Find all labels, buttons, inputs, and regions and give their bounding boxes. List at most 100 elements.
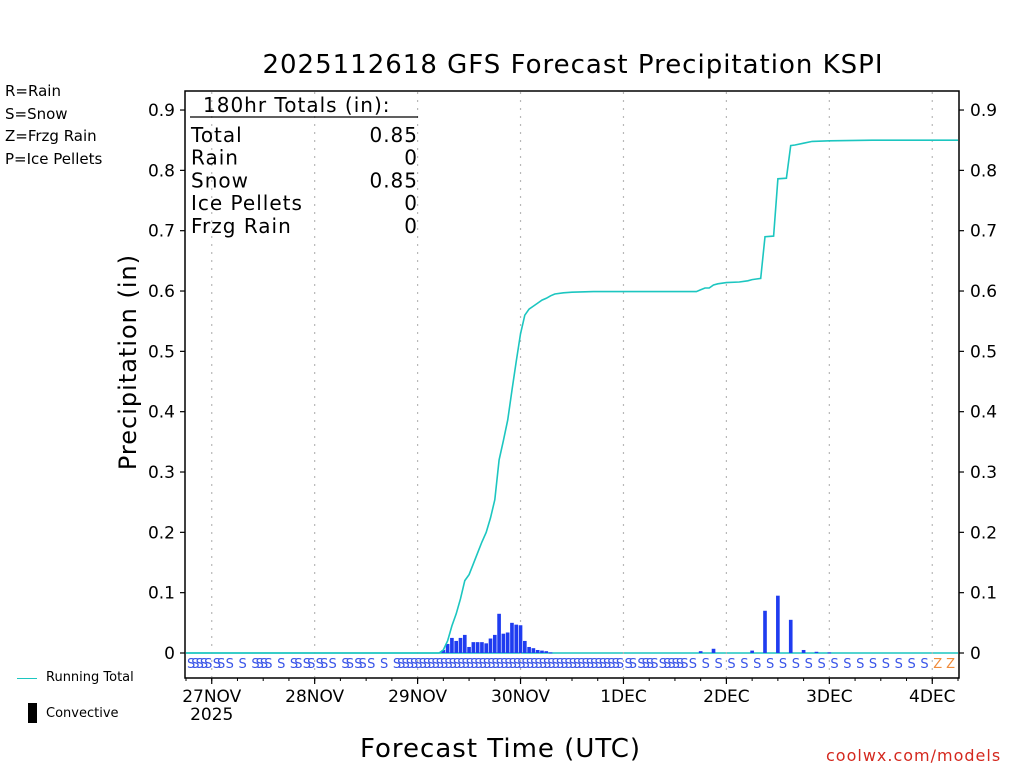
ptype-snow-marker: S	[624, 657, 632, 672]
ptype-snow-marker: S	[594, 657, 602, 672]
totals-row-value: 0	[404, 191, 418, 215]
precip-bar	[484, 643, 489, 653]
ptype-snow-marker: S	[556, 657, 564, 672]
x-tick-label: 4DEC	[909, 687, 956, 707]
ptype-snow-marker: S	[251, 657, 259, 672]
ptype-snow-marker: S	[740, 657, 748, 672]
precip-bar	[441, 649, 446, 653]
legend-snow: S=Snow	[5, 105, 68, 123]
ptype-snow-marker: S	[427, 657, 435, 672]
ptype-snow-marker: S	[895, 657, 903, 672]
running-total-key-label: Running Total	[46, 670, 134, 685]
ptype-snow-marker: S	[676, 657, 684, 672]
precip-bar	[827, 652, 832, 654]
ptype-snow-marker: S	[444, 657, 452, 672]
ptype-snow-marker: S	[564, 657, 572, 672]
precip-bar	[445, 643, 450, 653]
ptype-snow-marker: S	[534, 657, 542, 672]
ptype-snow-marker: S	[727, 657, 735, 672]
ptype-snow-marker: S	[226, 657, 234, 672]
precip-bar	[776, 595, 780, 653]
precip-bar	[501, 633, 506, 653]
ptype-snow-marker: S	[817, 657, 825, 672]
ptype-snow-marker: S	[238, 657, 246, 672]
y-tick-label-right: 0.1	[970, 584, 997, 604]
plot-frame	[184, 90, 960, 679]
ptype-snow-marker: S	[646, 657, 654, 672]
precip-bar	[492, 634, 497, 653]
ptype-snow-marker: S	[920, 657, 928, 672]
precip-bar	[471, 642, 476, 653]
running-total-key-line	[17, 678, 37, 679]
ptype-snow-marker: S	[414, 657, 422, 672]
x-tick-label: 3DEC	[806, 687, 853, 707]
ptype-snow-marker: S	[779, 657, 787, 672]
precip-bar	[522, 640, 527, 653]
ptype-snow-marker: S	[406, 657, 414, 672]
y-tick-label-left: 0.7	[148, 222, 175, 242]
y-tick-label-right: 0.3	[970, 463, 997, 483]
ptype-snow-marker: S	[204, 657, 212, 672]
ptype-snow-marker: S	[830, 657, 838, 672]
y-tick-label-left: 0	[164, 644, 175, 664]
ptype-snow-marker: S	[483, 657, 491, 672]
running-total-line	[186, 139, 958, 654]
ptype-snow-marker: S	[629, 657, 637, 672]
precip-bar	[514, 624, 519, 653]
ptype-snow-marker: S	[504, 657, 512, 672]
ptype-snow-marker: S	[766, 657, 774, 672]
convective-key-swatch	[28, 703, 37, 723]
ptype-snow-marker: S	[496, 657, 504, 672]
totals-box: 180hr Totals (in): Total 0.85 Rain 0 Snow 0.85…	[190, 93, 418, 238]
ptype-snow-marker: S	[586, 657, 594, 672]
ptype-snow-marker: S	[316, 657, 324, 672]
ptype-freezing-rain-marker: Z	[946, 657, 955, 672]
precip-bar	[788, 619, 793, 653]
ptype-snow-marker: S	[637, 657, 645, 672]
ptype-snow-marker: S	[359, 657, 367, 672]
ptype-snow-marker: S	[526, 657, 534, 672]
y-tick-label-left: 0.9	[148, 101, 175, 121]
running-total-series	[186, 139, 958, 654]
ptype-snow-marker: S	[672, 657, 680, 672]
ptype-snow-marker: S	[642, 657, 650, 672]
y-tick-label-left: 0.4	[148, 403, 175, 423]
totals-row-label: Frzg Rain	[191, 214, 292, 238]
legend-rain: R=Rain	[5, 82, 61, 100]
ptype-snow-marker: S	[689, 657, 697, 672]
precip-bar	[544, 651, 549, 653]
ptype-snow-marker: S	[492, 657, 500, 672]
ptype-snow-marker: S	[354, 657, 362, 672]
ptype-snow-marker: S	[431, 657, 439, 672]
ptype-snow-marker: S	[843, 657, 851, 672]
site-credit: coolwx.com/models	[826, 746, 1002, 765]
precip-bar	[497, 613, 501, 653]
ptype-snow-marker: S	[436, 657, 444, 672]
y-tick-label-right: 0.5	[970, 342, 997, 362]
y-tick-label-right: 0	[970, 644, 981, 664]
ptype-snow-marker: S	[856, 657, 864, 672]
x-tick-label: 27NOV	[182, 687, 241, 707]
precip-bar	[458, 637, 463, 653]
y-tick-label-left: 0.3	[148, 463, 175, 483]
y-tick-label-left: 0.1	[148, 584, 175, 604]
ptype-snow-marker: S	[659, 657, 667, 672]
x-tick-label: 30NOV	[491, 687, 550, 707]
ptype-snow-marker: S	[294, 657, 302, 672]
precip-bar	[763, 610, 767, 653]
ptype-snow-marker: S	[882, 657, 890, 672]
ptype-snow-marker: S	[805, 657, 813, 672]
ptype-snow-marker: S	[650, 657, 658, 672]
ptype-snow-marker: S	[869, 657, 877, 672]
ptype-snow-marker: S	[552, 657, 560, 672]
ptype-snow-marker: S	[213, 657, 221, 672]
ptype-snow-marker: S	[401, 657, 409, 672]
ptype-snow-marker: S	[307, 657, 315, 672]
ptype-snow-marker: S	[560, 657, 568, 672]
ptype-snow-marker: S	[367, 657, 375, 672]
precip-bar	[450, 637, 454, 653]
ptype-snow-marker: S	[667, 657, 675, 672]
precip-bar	[454, 640, 459, 653]
ptype-snow-marker: S	[590, 657, 598, 672]
